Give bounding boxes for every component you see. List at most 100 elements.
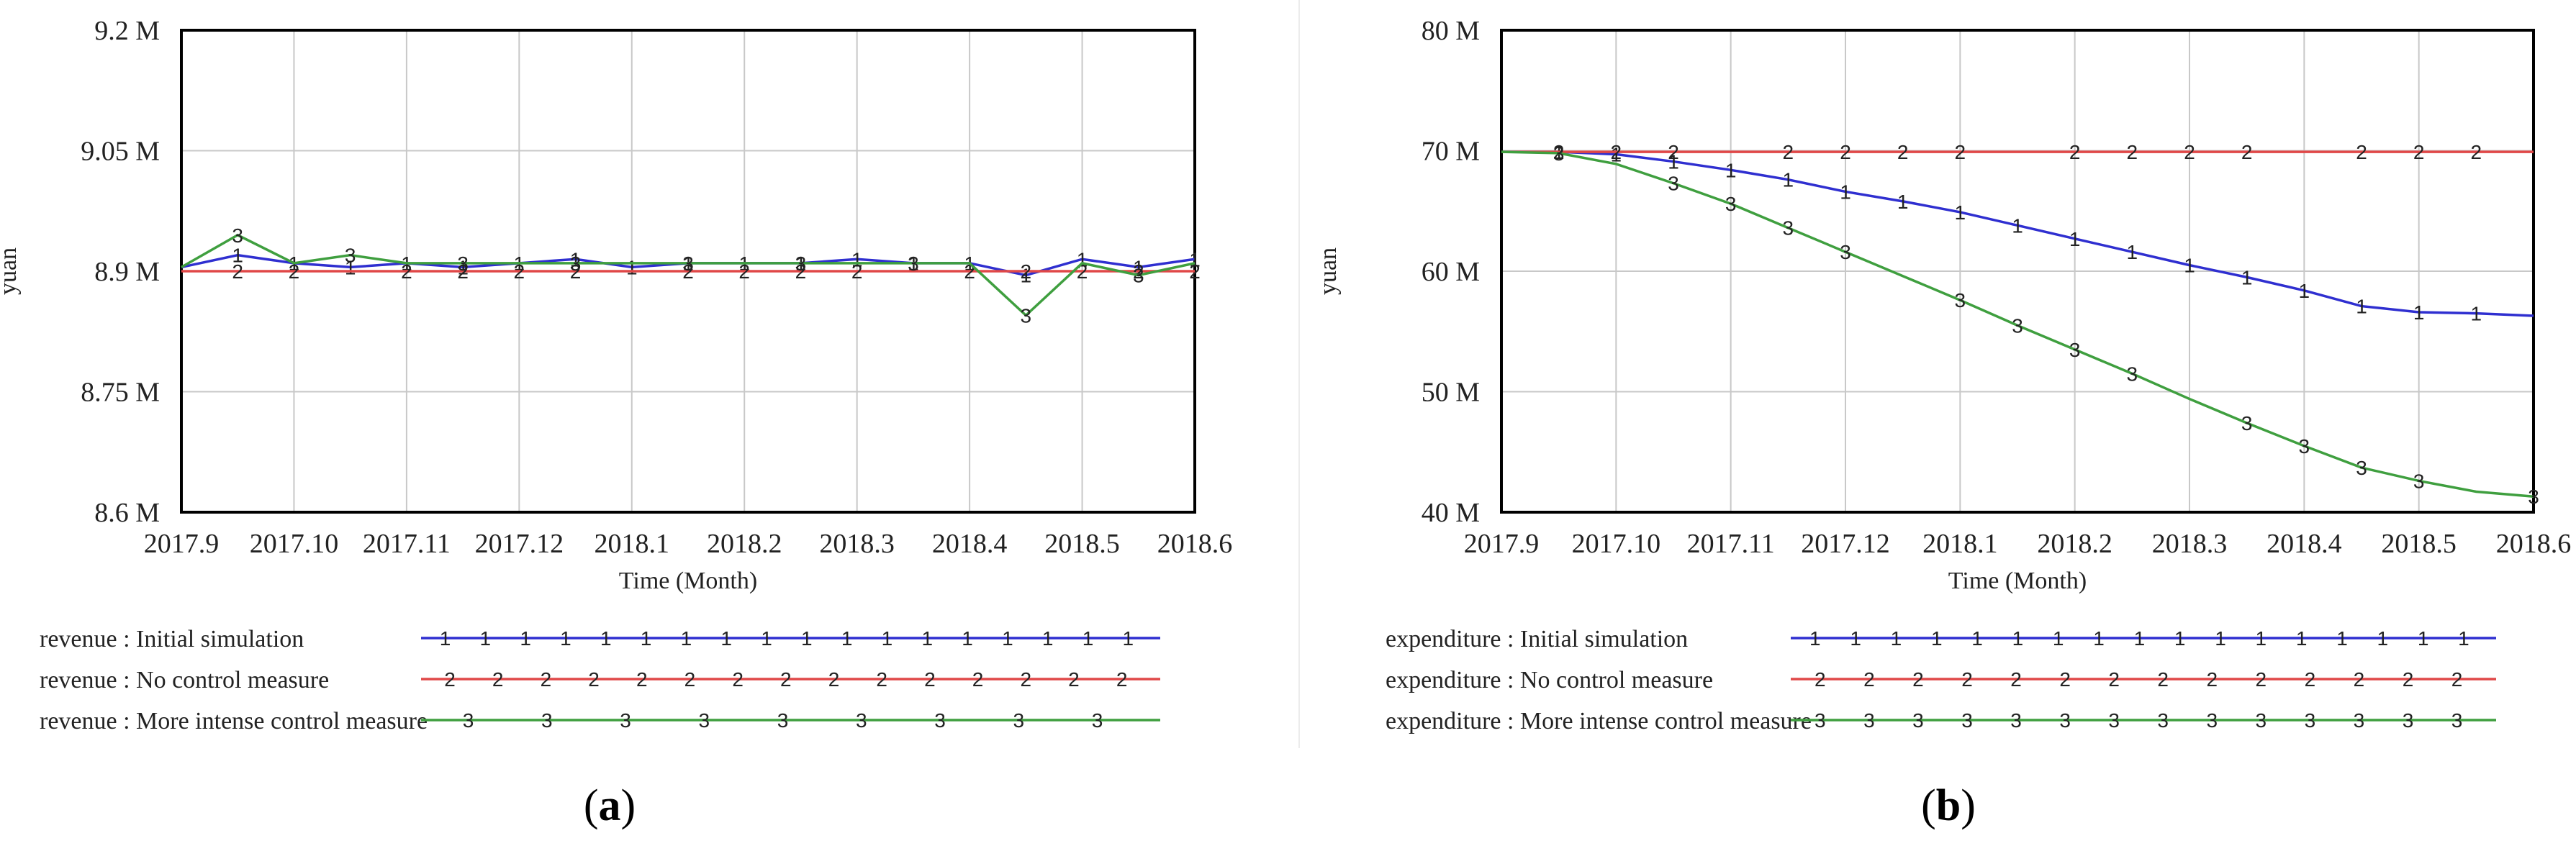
legend-marker: 2: [1068, 668, 1080, 691]
legend-marker: 3: [2451, 709, 2463, 732]
x-tick-label: 2018.3: [2152, 529, 2228, 559]
legend-marker: 3: [2108, 709, 2120, 732]
legend-marker: 1: [2418, 627, 2429, 650]
y-tick-label: 70 M: [1422, 137, 1480, 167]
legend-marker: 3: [1912, 709, 1924, 732]
legend-marker: 1: [962, 627, 973, 650]
legend-marker: 2: [2010, 668, 2022, 691]
x-tick-label: 2017.12: [1801, 529, 1890, 559]
legend-marker: 1: [2215, 627, 2226, 650]
legend-marker: 1: [1123, 627, 1134, 650]
legend-marker: 3: [699, 709, 710, 732]
y-tick-label: 9.05 M: [81, 137, 160, 167]
legend-marker: 2: [924, 668, 936, 691]
legend-marker: 1: [921, 627, 933, 650]
x-tick-label: 2018.4: [2267, 529, 2342, 559]
x-tick-label: 2017.9: [1464, 529, 1540, 559]
series-marker: 3: [908, 252, 919, 275]
legend-marker: 1: [2377, 627, 2389, 650]
y-axis-label: yuan: [0, 247, 22, 295]
series-marker: 3: [2528, 486, 2539, 508]
legend-marker: 1: [1850, 627, 1861, 650]
legend-marker: 2: [732, 668, 744, 691]
legend-marker: 2: [1020, 668, 1031, 691]
series-marker: 1: [1897, 191, 1909, 213]
legend-marker: 2: [780, 668, 792, 691]
legend-marker: 1: [882, 627, 893, 650]
legend-marker: 3: [2059, 709, 2071, 732]
series-marker: 3: [232, 224, 243, 247]
series-marker: 3: [1553, 142, 1565, 165]
series-marker: 2: [1611, 141, 1622, 163]
series-marker: 2: [1840, 141, 1851, 163]
legend-marker: 1: [1042, 627, 1054, 650]
series-marker: 3: [2012, 314, 2023, 337]
legend-marker: 2: [2354, 668, 2365, 691]
y-tick-label: 80 M: [1422, 16, 1480, 46]
x-axis-ticks: 2017.9 2017.10 2017.11 2017.12 2018.1 2018.2 2…: [144, 529, 1233, 559]
x-tick-label: 2018.6: [2496, 529, 2572, 559]
chart-panel-b: 80 M 70 M 60 M 50 M 40 M 2017.9 2017.10 2017.1…: [1315, 16, 2571, 830]
series-marker: 1: [2127, 241, 2138, 263]
series-marker: 3: [2069, 339, 2081, 361]
legend-marker: 1: [520, 627, 531, 650]
legend-marker: 3: [2256, 709, 2267, 732]
y-tick-label: 8.75 M: [81, 378, 160, 408]
legend-marker: 2: [684, 668, 696, 691]
legend-marker: 2: [636, 668, 648, 691]
series-marker: 2: [1783, 141, 1794, 163]
legend-label: revenue : No control measure: [40, 667, 329, 693]
y-axis-ticks: 9.2 M 9.05 M 8.9 M 8.75 M 8.6 M: [81, 16, 160, 528]
legend-marker: 3: [2010, 709, 2022, 732]
y-tick-label: 9.2 M: [94, 16, 160, 46]
series-marker: 3: [2241, 412, 2253, 434]
x-tick-label: 2018.2: [2037, 529, 2112, 559]
legend-marker: 1: [761, 627, 772, 650]
legend-marker: 3: [2305, 709, 2316, 732]
legend-marker: 1: [440, 627, 451, 650]
legend-marker: 1: [1931, 627, 1943, 650]
legend-marker: 3: [1863, 709, 1875, 732]
legend-marker: 1: [720, 627, 732, 650]
series-marker: 1: [2356, 296, 2367, 318]
series-marker: 3: [1668, 173, 1679, 195]
legend: revenue : Initial simulation 1 1 1 1 1 1 1 1 1 1 1 1…: [40, 626, 1160, 734]
series-marker: 1: [2184, 255, 2195, 277]
series-marker: 3: [1021, 304, 1032, 327]
legend-marker: 3: [620, 709, 631, 732]
series-marker: 2: [1897, 141, 1909, 163]
series-marker: 2: [1955, 141, 1966, 163]
legend-marker: 2: [2451, 668, 2463, 691]
legend-marker: 2: [2059, 668, 2071, 691]
legend-marker: 3: [777, 709, 789, 732]
legend-marker: 2: [588, 668, 600, 691]
series-marker: 1: [2299, 280, 2310, 302]
x-tick-label: 2018.2: [707, 529, 782, 559]
panel-label-b: (b): [1921, 781, 1976, 830]
legend-marker: 3: [1961, 709, 1973, 732]
legend-marker: 2: [2206, 668, 2218, 691]
series-marker: 1: [1725, 159, 1737, 181]
x-tick-label: 2017.9: [144, 529, 220, 559]
plot-gridlines: [1501, 30, 2534, 512]
series-marker: 3: [1133, 265, 1144, 287]
legend-marker: 1: [2256, 627, 2267, 650]
series-marker: 1: [2069, 228, 2081, 250]
x-tick-label: 2018.3: [819, 529, 895, 559]
legend-marker: 2: [2108, 668, 2120, 691]
series-marker: 1: [1955, 201, 1966, 224]
legend-marker: 1: [1891, 627, 1902, 650]
legend-label: expenditure : More intense control measu…: [1386, 708, 1812, 734]
legend-marker: 1: [841, 627, 853, 650]
series-marker: 2: [2241, 141, 2253, 163]
series-marker: 1: [2012, 214, 2023, 237]
series-marker: 3: [682, 252, 694, 275]
series-marker: 2: [2184, 141, 2195, 163]
legend-marker: 1: [2093, 627, 2105, 650]
x-axis-label: Time (Month): [619, 568, 757, 594]
legend-marker: 3: [934, 709, 946, 732]
series-layer: 1 1 1 1 1 1 1 1 1 1 1 1 1 111 1 12 2 2 2 2 2 2 2 2 2 2 2 2 2 233 3 3 3 3 3…: [181, 224, 1201, 327]
legend-marker: 3: [1815, 709, 1826, 732]
series-marker: 3: [2356, 457, 2367, 479]
legend-marker: 1: [641, 627, 652, 650]
